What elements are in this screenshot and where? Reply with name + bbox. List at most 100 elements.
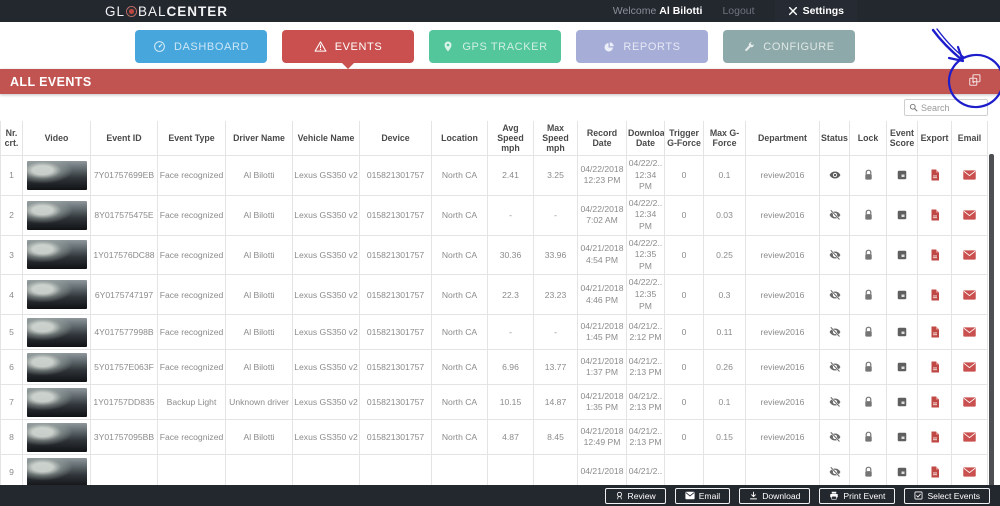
lock-icon[interactable] (851, 361, 885, 373)
email-envelope-icon[interactable] (953, 250, 986, 260)
column-header[interactable]: Max Speed mph (533, 121, 578, 156)
status-cell[interactable] (819, 194, 850, 236)
export-events-button[interactable] (960, 73, 990, 90)
event-score-icon[interactable] (888, 169, 916, 181)
table-row[interactable]: 6 5Y01757E063F Face recognized Al Bilotti Le… (0, 349, 988, 386)
export-pdf-icon[interactable] (919, 289, 950, 301)
export-cell[interactable] (917, 234, 952, 276)
video-thumbnail[interactable] (26, 160, 87, 190)
export-pdf-icon[interactable] (919, 249, 950, 261)
tab-events[interactable]: EVENTS (282, 30, 414, 69)
column-header[interactable]: Vehicle Name (292, 121, 360, 156)
lock-cell[interactable] (849, 384, 887, 421)
email-cell[interactable] (951, 419, 988, 456)
column-header[interactable]: Status (819, 121, 850, 156)
event-score-icon[interactable] (888, 289, 916, 301)
email-envelope-icon[interactable] (953, 327, 986, 337)
event-score-cell[interactable] (886, 194, 918, 236)
export-cell[interactable] (917, 419, 952, 456)
event-score-icon[interactable] (888, 466, 916, 478)
lock-cell[interactable] (849, 274, 887, 316)
status-viewed-eye-icon[interactable] (821, 169, 848, 181)
status-unviewed-eye-off-icon[interactable] (821, 431, 848, 443)
print-event-button[interactable]: Print Event (819, 487, 896, 504)
status-cell[interactable] (819, 454, 850, 491)
export-cell[interactable] (917, 274, 952, 316)
email-envelope-icon[interactable] (953, 362, 986, 372)
event-score-cell[interactable] (886, 274, 918, 316)
email-cell[interactable] (951, 349, 988, 386)
event-score-cell[interactable] (886, 314, 918, 351)
lock-icon[interactable] (851, 169, 885, 181)
email-envelope-icon[interactable] (953, 432, 986, 442)
export-pdf-icon[interactable] (919, 431, 950, 443)
status-cell[interactable] (819, 234, 850, 276)
video-cell[interactable] (22, 274, 91, 316)
lock-cell[interactable] (849, 454, 887, 491)
status-unviewed-eye-off-icon[interactable] (821, 249, 848, 261)
event-score-cell[interactable] (886, 234, 918, 276)
column-header[interactable]: Video (22, 121, 91, 156)
lock-cell[interactable] (849, 194, 887, 236)
event-score-cell[interactable] (886, 419, 918, 456)
video-thumbnail[interactable] (26, 352, 87, 382)
video-cell[interactable] (22, 454, 91, 491)
email-cell[interactable] (951, 194, 988, 236)
table-row[interactable]: 1 7Y01757699EB Face recognized Al Bilotti Le… (0, 155, 988, 196)
column-header[interactable]: Device (359, 121, 432, 156)
column-header[interactable]: Export (917, 121, 952, 156)
status-cell[interactable] (819, 349, 850, 386)
email-button[interactable]: Email (674, 487, 731, 504)
event-score-cell[interactable] (886, 155, 918, 196)
column-header[interactable]: Event Type (157, 121, 226, 156)
status-cell[interactable] (819, 155, 850, 196)
tab-configure[interactable]: CONFIGURE (723, 30, 855, 63)
status-cell[interactable] (819, 384, 850, 421)
table-row[interactable]: 7 1Y01757DD835 Backup Light Unknown driver L… (0, 384, 988, 421)
video-thumbnail[interactable] (26, 317, 87, 347)
lock-cell[interactable] (849, 314, 887, 351)
email-cell[interactable] (951, 384, 988, 421)
table-row[interactable]: 3 1Y017576DC88 Face recognized Al Bilotti Le… (0, 234, 988, 276)
lock-icon[interactable] (851, 396, 885, 408)
video-thumbnail[interactable] (26, 387, 87, 417)
event-score-icon[interactable] (888, 249, 916, 261)
column-header[interactable]: Department (745, 121, 820, 156)
email-envelope-icon[interactable] (953, 397, 986, 407)
table-row[interactable]: 5 4Y017577998B Face recognized Al Bilotti Le… (0, 314, 988, 351)
event-score-icon[interactable] (888, 361, 916, 373)
tab-reports[interactable]: REPORTS (576, 30, 708, 63)
column-header[interactable]: Trigger G-Force (664, 121, 704, 156)
video-cell[interactable] (22, 194, 91, 236)
table-row[interactable]: 2 8Y017575475E Face recognized Al Bilotti Le… (0, 194, 988, 236)
lock-cell[interactable] (849, 419, 887, 456)
export-pdf-icon[interactable] (919, 396, 950, 408)
event-score-icon[interactable] (888, 396, 916, 408)
column-header[interactable]: Event Score (886, 121, 918, 156)
export-pdf-icon[interactable] (919, 209, 950, 221)
video-thumbnail[interactable] (26, 422, 87, 452)
column-header[interactable]: Record Date (577, 121, 627, 156)
video-cell[interactable] (22, 419, 91, 456)
column-header[interactable]: Email (951, 121, 988, 156)
status-unviewed-eye-off-icon[interactable] (821, 326, 848, 338)
column-header[interactable]: Event ID (90, 121, 158, 156)
email-envelope-icon[interactable] (953, 210, 986, 220)
select-events-button[interactable]: Select Events (904, 487, 990, 504)
email-envelope-icon[interactable] (953, 170, 986, 180)
review-button[interactable]: Review (604, 487, 666, 504)
lock-icon[interactable] (851, 249, 885, 261)
column-header[interactable]: Download Date (626, 121, 665, 156)
status-unviewed-eye-off-icon[interactable] (821, 289, 848, 301)
table-row[interactable]: 4 6Y0175747197 Face recognized Al Bilotti Le… (0, 274, 988, 316)
status-cell[interactable] (819, 419, 850, 456)
search-input[interactable] (921, 102, 983, 113)
status-unviewed-eye-off-icon[interactable] (821, 209, 848, 221)
export-cell[interactable] (917, 384, 952, 421)
status-cell[interactable] (819, 314, 850, 351)
video-thumbnail[interactable] (26, 240, 87, 270)
settings-button[interactable]: Settings (774, 0, 857, 22)
export-pdf-icon[interactable] (919, 361, 950, 373)
export-cell[interactable] (917, 314, 952, 351)
video-cell[interactable] (22, 155, 91, 196)
